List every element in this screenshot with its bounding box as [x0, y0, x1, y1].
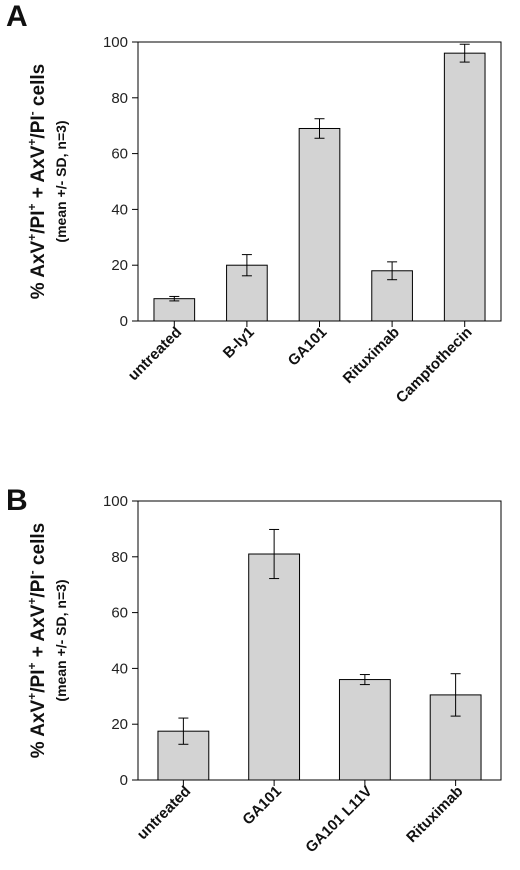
y-tick-label: 20	[111, 257, 128, 274]
y-axis-label-part: /PI	[28, 115, 49, 138]
x-tick-label: B-ly1	[220, 324, 258, 362]
x-tick-label: Rituximab	[403, 783, 466, 846]
y-tick-label: 20	[111, 716, 128, 733]
x-tick-label: untreated	[134, 783, 194, 843]
y-axis-label: % AxV+/PI+ + AxV+/PI- cells	[25, 523, 49, 758]
y-axis-label-part: /PI	[28, 211, 49, 234]
bar	[338, 679, 391, 781]
y-tick-label: 40	[111, 201, 128, 218]
bar	[248, 553, 301, 781]
y-axis-label-part: /PI	[28, 574, 49, 597]
x-tick-label: GA101	[285, 324, 331, 370]
x-tick-label: GA101 L11V	[302, 783, 375, 856]
chart-panel-b: B 0 20 40 60 80 100 untreated GA101 GA101 L11V Rit…	[6, 484, 502, 856]
y-axis-label-superscript: +	[25, 693, 39, 700]
x-tick-label: Camptothecin	[393, 324, 476, 407]
y-axis-label-part: % AxV	[28, 699, 49, 758]
y-tick-label: 80	[111, 90, 128, 107]
panel-label: B	[6, 484, 28, 517]
bar	[443, 52, 486, 322]
y-tick-label: 60	[111, 146, 128, 163]
y-tick-label: 100	[103, 34, 128, 51]
x-tick-label: Rituximab	[340, 324, 403, 387]
y-axis-label-superscript: -	[25, 111, 39, 115]
y-axis-label-part: + AxV	[28, 145, 49, 203]
y-tick-label: 0	[120, 772, 128, 789]
x-tick-label: GA101	[239, 783, 285, 829]
y-axis-label-superscript: +	[25, 234, 39, 241]
y-tick-label: 40	[111, 660, 128, 677]
y-tick-label: 100	[103, 493, 128, 510]
panel-label: A	[6, 0, 28, 33]
bar	[153, 298, 196, 322]
y-axis-label-superscript: +	[25, 204, 39, 211]
y-axis-label-superscript: +	[25, 139, 39, 146]
y-axis-label-part: cells	[28, 64, 49, 112]
y-axis-label-part: cells	[28, 523, 49, 571]
y-axis-label-part: /PI	[28, 670, 49, 693]
y-axis-label: % AxV+/PI+ + AxV+/PI- cells	[25, 64, 49, 299]
y-axis-label-superscript: -	[25, 570, 39, 574]
chart-panel-a: A 0 20 40 60 80 100 untreated B-ly1 GA101 Rituxima…	[6, 0, 502, 407]
y-axis-label-superscript: +	[25, 663, 39, 670]
y-axis-sublabel: (mean +/- SD, n=3)	[53, 579, 69, 701]
y-tick-label: 80	[111, 549, 128, 566]
plot-frame	[137, 500, 502, 781]
y-tick-label: 0	[120, 313, 128, 330]
y-axis-sublabel: (mean +/- SD, n=3)	[53, 120, 69, 242]
y-axis-label-part: + AxV	[28, 604, 49, 662]
bar	[298, 127, 341, 322]
y-tick-label: 60	[111, 605, 128, 622]
y-axis-label-superscript: +	[25, 598, 39, 605]
x-tick-label: untreated	[125, 324, 185, 384]
y-axis-label-part: % AxV	[28, 240, 49, 299]
